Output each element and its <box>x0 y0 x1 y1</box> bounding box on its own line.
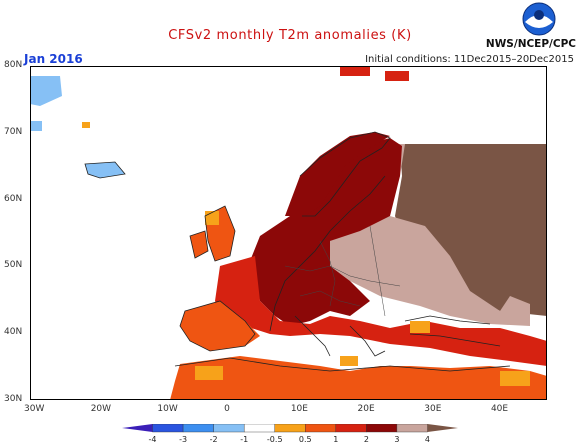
anomaly-region-lightbrown <box>330 216 530 326</box>
colorbar-segment <box>182 424 214 433</box>
lat-tick-label: 70N <box>4 126 23 137</box>
lat-tick-label: 40N <box>4 327 23 338</box>
anomaly-region-blue-greenland <box>30 76 62 106</box>
noaa-logo <box>522 2 556 36</box>
colorbar-segment <box>213 424 245 433</box>
anomaly-spot-orange <box>500 371 530 386</box>
anomaly-region-blue-iceland <box>85 162 125 178</box>
anomaly-spot-orange <box>205 211 219 225</box>
color-legend: -4 -3 -2 -1 -0.5 0.5 1 2 3 4 <box>122 424 458 444</box>
map-frame <box>30 66 547 400</box>
lon-tick-label: 30W <box>24 404 45 414</box>
anomaly-spot-orange <box>195 366 223 380</box>
lat-tick-label: 50N <box>4 260 23 271</box>
colorbar-tick-label: 3 <box>394 435 399 444</box>
anomaly-spot-red <box>340 66 370 76</box>
colorbar-tick-label: -2 <box>210 435 218 444</box>
coastlines <box>84 131 511 372</box>
lon-tick-label: 20E <box>357 404 375 414</box>
anomaly-region-orangered <box>180 301 260 351</box>
colorbar-tick-label: -0.5 <box>267 435 283 444</box>
anomaly-spot-orange <box>82 122 90 128</box>
anomaly-spot-orange <box>410 321 430 333</box>
lon-tick-label: 20W <box>90 404 112 414</box>
lon-tick-label: 40E <box>490 404 509 414</box>
lon-tick-label: 30E <box>424 404 442 414</box>
colorbar-tick-label: 2 <box>364 435 369 444</box>
lat-tick-label: 80N <box>4 60 23 70</box>
colorbar-segment <box>243 424 275 433</box>
anomaly-map <box>30 66 547 400</box>
colorbar-segment <box>274 424 306 433</box>
lon-tick-label: 10W <box>157 404 178 414</box>
colorbar-tick-label: -4 <box>149 435 157 444</box>
country-borders <box>284 225 401 317</box>
colorbar-segment <box>427 424 458 432</box>
anomaly-region-northafrica <box>170 356 547 400</box>
colorbar-segment <box>366 424 398 433</box>
map-title: CFSv2 monthly T2m anomalies (K) <box>168 28 412 43</box>
colorbar-segment <box>396 424 428 433</box>
anomaly-region-darkred <box>250 138 402 326</box>
anomaly-spot-blue <box>30 121 42 131</box>
lon-tick-label: 10E <box>290 404 308 414</box>
colorbar-segment <box>122 424 153 432</box>
colorbar-segment <box>335 424 367 433</box>
anomaly-spot-orange <box>340 356 358 366</box>
anomaly-region-ireland <box>190 231 208 258</box>
initial-conditions-label: Initial conditions: 11Dec2015–20Dec2015 <box>365 54 574 65</box>
colorbar-tick-label: 4 <box>425 435 430 444</box>
agency-label: NWS/NCEP/CPC <box>485 38 576 50</box>
colorbar-tick-label: 1 <box>333 435 338 444</box>
colorbar-tick-label: -1 <box>240 435 248 444</box>
colorbar-tick-label: 0.5 <box>299 435 312 444</box>
anomaly-region-red <box>215 256 547 366</box>
lat-tick-label: 60N <box>4 193 23 204</box>
anomaly-spot-red <box>385 71 409 81</box>
lat-tick-label: 30N <box>4 394 23 404</box>
colorbar-segment <box>152 424 184 433</box>
forecast-month: Jan 2016 <box>24 52 83 66</box>
colorbar-segment <box>305 424 337 433</box>
lon-tick-label: 0 <box>224 404 230 414</box>
colorbar-tick-label: -3 <box>179 435 187 444</box>
anomaly-region-scandinavia <box>285 132 390 216</box>
